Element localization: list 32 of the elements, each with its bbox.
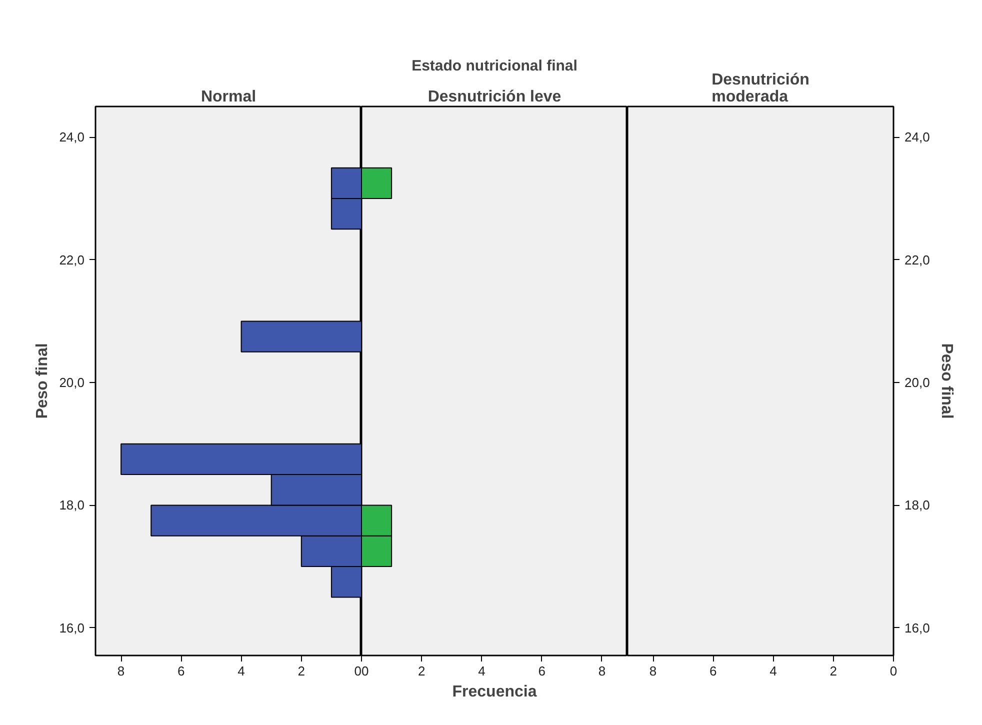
x-tick-label: 0: [890, 664, 898, 678]
y-axis-title: Peso final: [938, 343, 955, 419]
y-tick-label: 16,0: [904, 620, 930, 636]
chart-subtitle: Desnutrición leve: [428, 88, 562, 106]
x-tick-label: 8: [598, 664, 606, 678]
chart-subtitle: Desnutrición moderada: [712, 72, 810, 106]
x-tick-label: 4: [770, 664, 777, 678]
x-tick-label: 2: [418, 664, 426, 678]
x-tick-label: 2: [298, 664, 306, 678]
chart-title: Estado nutricional final: [412, 58, 578, 74]
y-tick-label: 22,0: [904, 252, 930, 268]
y-tick-label: 24,0: [904, 130, 930, 145]
y-tick-label: 18,0: [904, 498, 930, 513]
x-axis-title: Frecuencia: [452, 684, 537, 700]
y-tick-label: 20,0: [904, 375, 930, 390]
x-tick-label: 6: [538, 664, 546, 678]
x-tick-label: 8: [117, 664, 125, 678]
x-tick-label: 8: [649, 664, 657, 678]
x-tick-label: 6: [178, 664, 185, 678]
x-tick-label: 4: [478, 664, 486, 678]
y-axis-title: Peso final: [34, 343, 52, 419]
y-tick-label: 16,0: [59, 620, 85, 636]
x-tick-label: 4: [238, 664, 245, 678]
x-tick-label: 6: [710, 664, 717, 678]
x-tick-label: 0: [362, 664, 369, 678]
y-tick-label: 24,0: [59, 130, 85, 145]
x-tick-label: 0: [354, 664, 362, 678]
y-tick-label: 22,0: [59, 252, 85, 268]
y-tick-label: 18,0: [59, 498, 85, 513]
x-tick-label: 2: [830, 664, 838, 678]
y-tick-label: 20,0: [59, 375, 85, 390]
chart-subtitle: Normal: [200, 88, 256, 106]
